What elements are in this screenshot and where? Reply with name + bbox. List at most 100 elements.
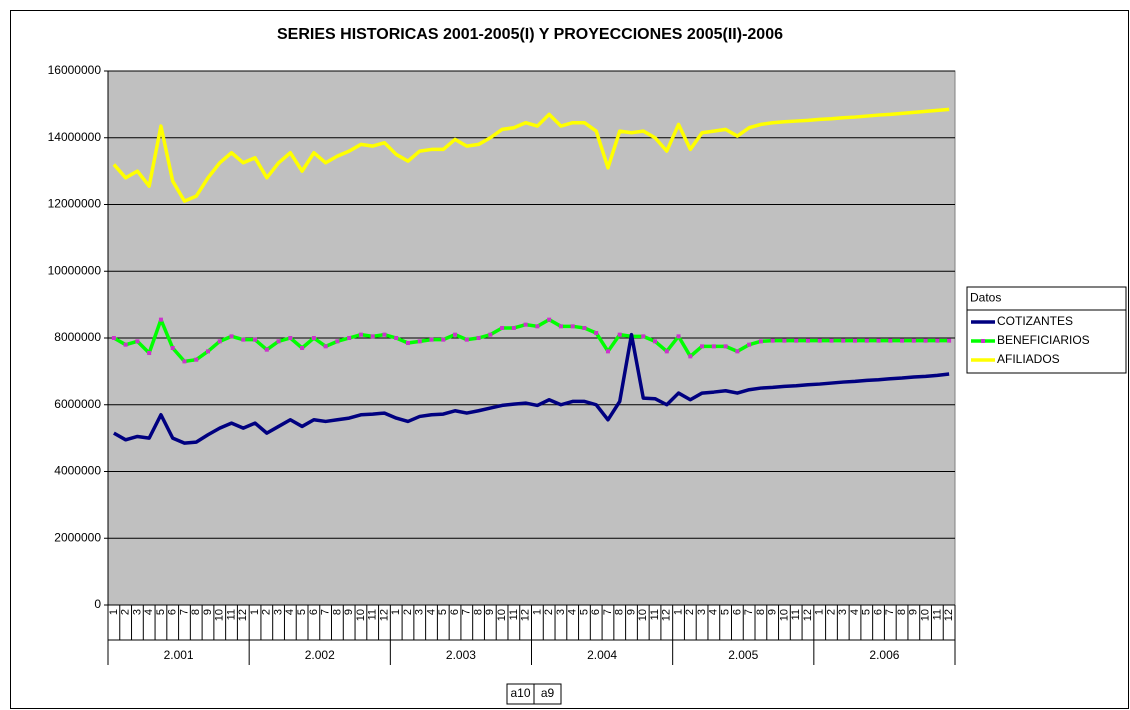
- y-tick-label: 14000000: [48, 130, 102, 144]
- x-tick-label: 6: [731, 609, 743, 615]
- series-marker: [617, 332, 622, 337]
- series-marker: [582, 325, 587, 330]
- series-marker: [429, 337, 434, 342]
- series-marker: [194, 357, 199, 362]
- series-marker: [511, 325, 516, 330]
- legend-label: COTIZANTES: [997, 314, 1073, 328]
- x-tick-label: 5: [296, 609, 308, 615]
- pivot-button-label: a10: [510, 686, 530, 700]
- series-marker: [441, 337, 446, 342]
- x-tick-label: 1: [814, 609, 826, 615]
- x-tick-label: 1: [249, 609, 261, 615]
- series-marker: [911, 338, 916, 343]
- x-tick-label: 4: [849, 609, 861, 615]
- x-tick-label: 9: [625, 609, 637, 615]
- x-tick-label: 3: [131, 609, 143, 615]
- series-marker: [453, 332, 458, 337]
- series-marker: [147, 351, 152, 356]
- x-tick-label: 12: [661, 609, 673, 621]
- x-tick-label: 10: [778, 609, 790, 621]
- series-marker: [241, 337, 246, 342]
- series-marker: [794, 338, 799, 343]
- y-tick-label: 16000000: [48, 63, 102, 77]
- x-tick-label: 2: [402, 609, 414, 615]
- series-marker: [735, 349, 740, 354]
- x-tick-label: 11: [931, 609, 943, 620]
- x-tick-label: 7: [178, 609, 190, 615]
- legend-label: AFILIADOS: [997, 352, 1060, 366]
- series-marker: [864, 338, 869, 343]
- series-marker: [335, 339, 340, 344]
- x-tick-label: 8: [614, 609, 626, 615]
- y-tick-label: 6000000: [54, 397, 101, 411]
- series-marker: [464, 337, 469, 342]
- series-marker: [805, 338, 810, 343]
- series-marker: [488, 332, 493, 337]
- x-tick-label: 6: [590, 609, 602, 615]
- series-marker: [276, 339, 281, 344]
- group-label: 2.004: [587, 648, 617, 662]
- x-tick-label: 8: [190, 609, 202, 615]
- x-tick-label: 7: [884, 609, 896, 615]
- x-tick-label: 6: [308, 609, 320, 615]
- series-marker: [841, 338, 846, 343]
- x-tick-label: 6: [449, 609, 461, 615]
- x-tick-label: 11: [225, 609, 237, 620]
- y-tick-label: 0: [94, 597, 101, 611]
- series-marker: [605, 349, 610, 354]
- series-marker: [947, 338, 952, 343]
- series-line: [112, 107, 950, 203]
- x-tick-label: 9: [202, 609, 214, 615]
- series-marker: [111, 336, 116, 340]
- series-marker: [723, 344, 728, 349]
- y-tick-label: 4000000: [54, 464, 101, 478]
- series-marker: [158, 317, 163, 322]
- x-tick-label: 3: [837, 609, 849, 615]
- x-tick-label: 4: [425, 609, 437, 615]
- legend-title: Datos: [970, 291, 1001, 305]
- x-tick-label: 4: [567, 609, 579, 615]
- series-marker: [876, 338, 881, 343]
- legend-label: BENEFICIARIOS: [997, 333, 1090, 347]
- x-tick-label: 4: [284, 609, 296, 615]
- x-tick-label: 9: [343, 609, 355, 615]
- series-marker: [594, 330, 599, 335]
- x-tick-label: 3: [555, 609, 567, 615]
- x-tick-label: 1: [108, 609, 120, 615]
- y-tick-label: 12000000: [48, 197, 102, 211]
- x-tick-label: 5: [578, 609, 590, 615]
- series-marker: [476, 336, 481, 340]
- x-tick-label: 5: [861, 609, 873, 615]
- y-tick-label: 2000000: [54, 530, 101, 544]
- x-tick-label: 2: [825, 609, 837, 615]
- x-tick-label: 3: [696, 609, 708, 615]
- chart-title: SERIES HISTORICAS 2001-2005(I) Y PROYECC…: [277, 26, 783, 43]
- series-marker: [935, 338, 940, 343]
- series-marker: [558, 324, 563, 329]
- series-marker: [264, 347, 269, 352]
- x-tick-label: 10: [919, 609, 931, 621]
- x-tick-label: 1: [531, 609, 543, 615]
- pivot-button[interactable]: [533, 683, 562, 705]
- group-label: 2.006: [869, 648, 899, 662]
- x-tick-label: 12: [378, 609, 390, 621]
- series-marker: [300, 346, 305, 351]
- x-tick-label: 6: [872, 609, 884, 615]
- x-tick-label: 5: [437, 609, 449, 615]
- series-marker: [676, 334, 681, 339]
- x-tick-label: 5: [720, 609, 732, 615]
- series-marker: [182, 359, 187, 364]
- series-marker: [782, 338, 787, 343]
- x-tick-label: 8: [472, 609, 484, 615]
- x-tick-label: 7: [743, 609, 755, 615]
- series-marker: [229, 334, 234, 339]
- x-tick-label: 11: [649, 609, 661, 620]
- series-marker: [382, 332, 387, 337]
- x-tick-label: 9: [767, 609, 779, 615]
- x-tick-label: 10: [637, 609, 649, 621]
- group-label: 2.005: [728, 648, 758, 662]
- x-tick-label: 10: [214, 609, 226, 621]
- series-marker: [641, 334, 646, 339]
- pivot-button-label: a9: [541, 686, 555, 700]
